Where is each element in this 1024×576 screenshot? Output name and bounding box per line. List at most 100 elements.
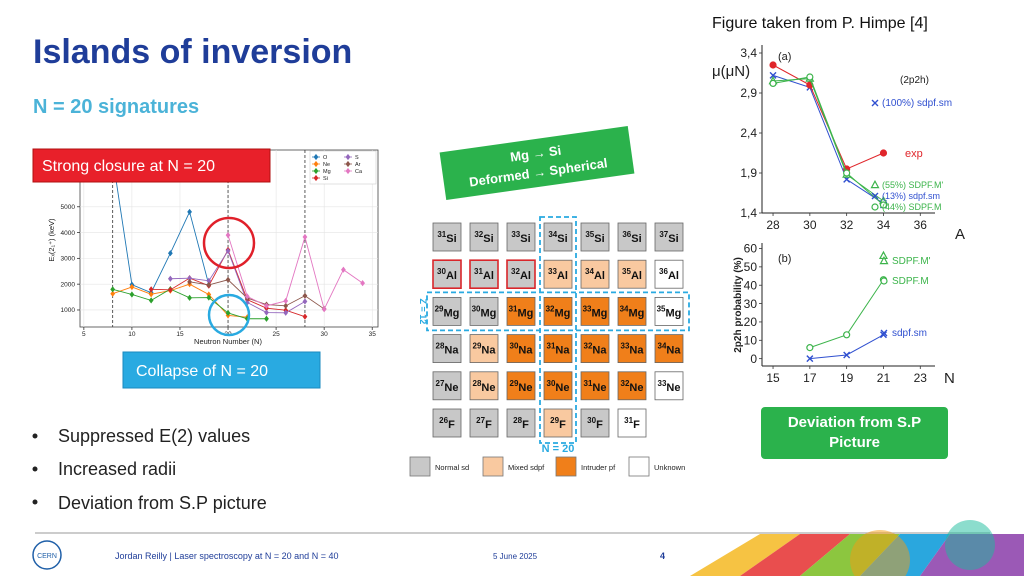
point: [769, 71, 777, 79]
x-tick-label: 30: [321, 331, 329, 338]
point: [187, 278, 192, 285]
nuclide-cell: [580, 334, 610, 364]
x-tick-label: 23: [914, 371, 928, 385]
nuclide-label: 29Mg: [435, 304, 460, 319]
nuclide-cell: [580, 408, 610, 438]
x-tick-label: 35: [369, 331, 377, 338]
point: [206, 281, 212, 289]
nuclide-label: 36Si: [622, 230, 641, 245]
mass-number: 33: [621, 342, 630, 351]
mass-number: 29: [510, 379, 519, 388]
nuclide-label: 30F: [587, 416, 603, 431]
nuclide-cell: [432, 371, 462, 401]
mass-number: 33: [583, 304, 592, 313]
nuclide-label: 29Na: [473, 342, 497, 357]
legend-label: Ca: [355, 169, 363, 175]
element-symbol: Mg: [481, 307, 497, 319]
callout-text: Strong closure at N = 20: [42, 158, 215, 175]
nuclide-cell: [543, 371, 573, 401]
x-tick-label: 19: [840, 371, 854, 385]
legend-label: S: [355, 155, 359, 161]
element-symbol: Al: [520, 270, 531, 282]
y-axis-label: μ(μN): [712, 63, 750, 80]
element-symbol: F: [522, 419, 529, 431]
y-tick-label: 10: [744, 333, 758, 347]
y-tick-label: 2,9: [740, 86, 757, 100]
nuclide-label: 30Al: [437, 267, 457, 282]
element-symbol: F: [633, 419, 640, 431]
nuclide-label: 31Na: [547, 342, 571, 357]
deviation-button: Deviation from S.P Picture: [761, 407, 948, 459]
legend-label: exp: [905, 148, 923, 160]
nuclide-label: 35Si: [585, 230, 604, 245]
point: [843, 331, 851, 339]
element-symbol: Ne: [444, 382, 458, 394]
bullet-dot: [32, 433, 38, 439]
nuclide-cell: [654, 259, 684, 289]
y-tick-label: 2,4: [740, 126, 757, 140]
legend-marker: [871, 99, 879, 107]
point: [283, 297, 289, 305]
legend-marker: [871, 203, 879, 211]
mass-number: 32: [474, 230, 483, 239]
bullet-list: Suppressed E(2) values Increased radii D…: [32, 426, 267, 513]
callout-box: [122, 351, 321, 389]
point: [225, 276, 231, 283]
nuclide-label: 34Si: [548, 230, 567, 245]
nuclide-cell: [432, 334, 462, 364]
point: [110, 286, 116, 293]
point: [148, 291, 154, 298]
element-symbol: Na: [666, 345, 681, 357]
element-symbol: Ne: [629, 382, 643, 394]
y-tick-label: 40: [744, 278, 758, 292]
point: [225, 232, 231, 239]
mass-number: 30: [437, 267, 446, 276]
x-tick-label: 30: [803, 218, 817, 232]
point: [148, 297, 154, 304]
series-line: [170, 249, 306, 314]
point: [225, 309, 231, 317]
nuclide-cell: [469, 296, 499, 326]
legend-label: Mg: [323, 169, 331, 175]
legend-marker: [313, 153, 319, 161]
nuclide-label: 32Al: [511, 267, 531, 282]
nuclide-label: 32Na: [584, 342, 608, 357]
callout-text: Collapse of N = 20: [136, 363, 268, 380]
nuclide-cell: [432, 296, 462, 326]
nuclide-label: 27Ne: [436, 379, 459, 394]
element-symbol: Si: [446, 233, 456, 245]
highlight-circle: [202, 216, 256, 270]
deco: [690, 534, 800, 576]
nuclide-label: 32Si: [474, 230, 493, 245]
y-tick-label: 30: [744, 297, 758, 311]
mass-number: 30: [510, 342, 519, 351]
nuclide-label: 30Mg: [472, 304, 497, 319]
element-symbol: Mg: [629, 307, 645, 319]
point: [302, 233, 308, 241]
nuclide-label: 33Na: [621, 342, 645, 357]
legend-label: SDPF.M: [892, 276, 929, 287]
mass-number: 32: [511, 267, 520, 276]
point: [879, 201, 888, 209]
mass-number: 28: [473, 379, 482, 388]
element-symbol: Al: [483, 270, 494, 282]
nuclide-cell: [580, 259, 610, 289]
mass-number: 29: [435, 304, 444, 313]
point: [769, 61, 777, 69]
mass-number: 34: [620, 304, 629, 313]
nuclide-label: 29Ne: [510, 379, 533, 394]
point: [187, 208, 192, 216]
nuclide-cell: [617, 259, 647, 289]
logo-ring: [32, 540, 62, 570]
legend-label: O: [323, 155, 328, 161]
y-tick-label: 4000: [61, 230, 76, 237]
nuclide-label: 31F: [624, 416, 640, 431]
point: [129, 283, 135, 291]
x-tick-label: 17: [803, 371, 817, 385]
legend-marker: [879, 255, 889, 265]
element-symbol: F: [448, 419, 455, 431]
element-symbol: Mg: [666, 307, 682, 319]
mass-number: 31: [509, 304, 518, 313]
element-symbol: Mg: [592, 307, 608, 319]
